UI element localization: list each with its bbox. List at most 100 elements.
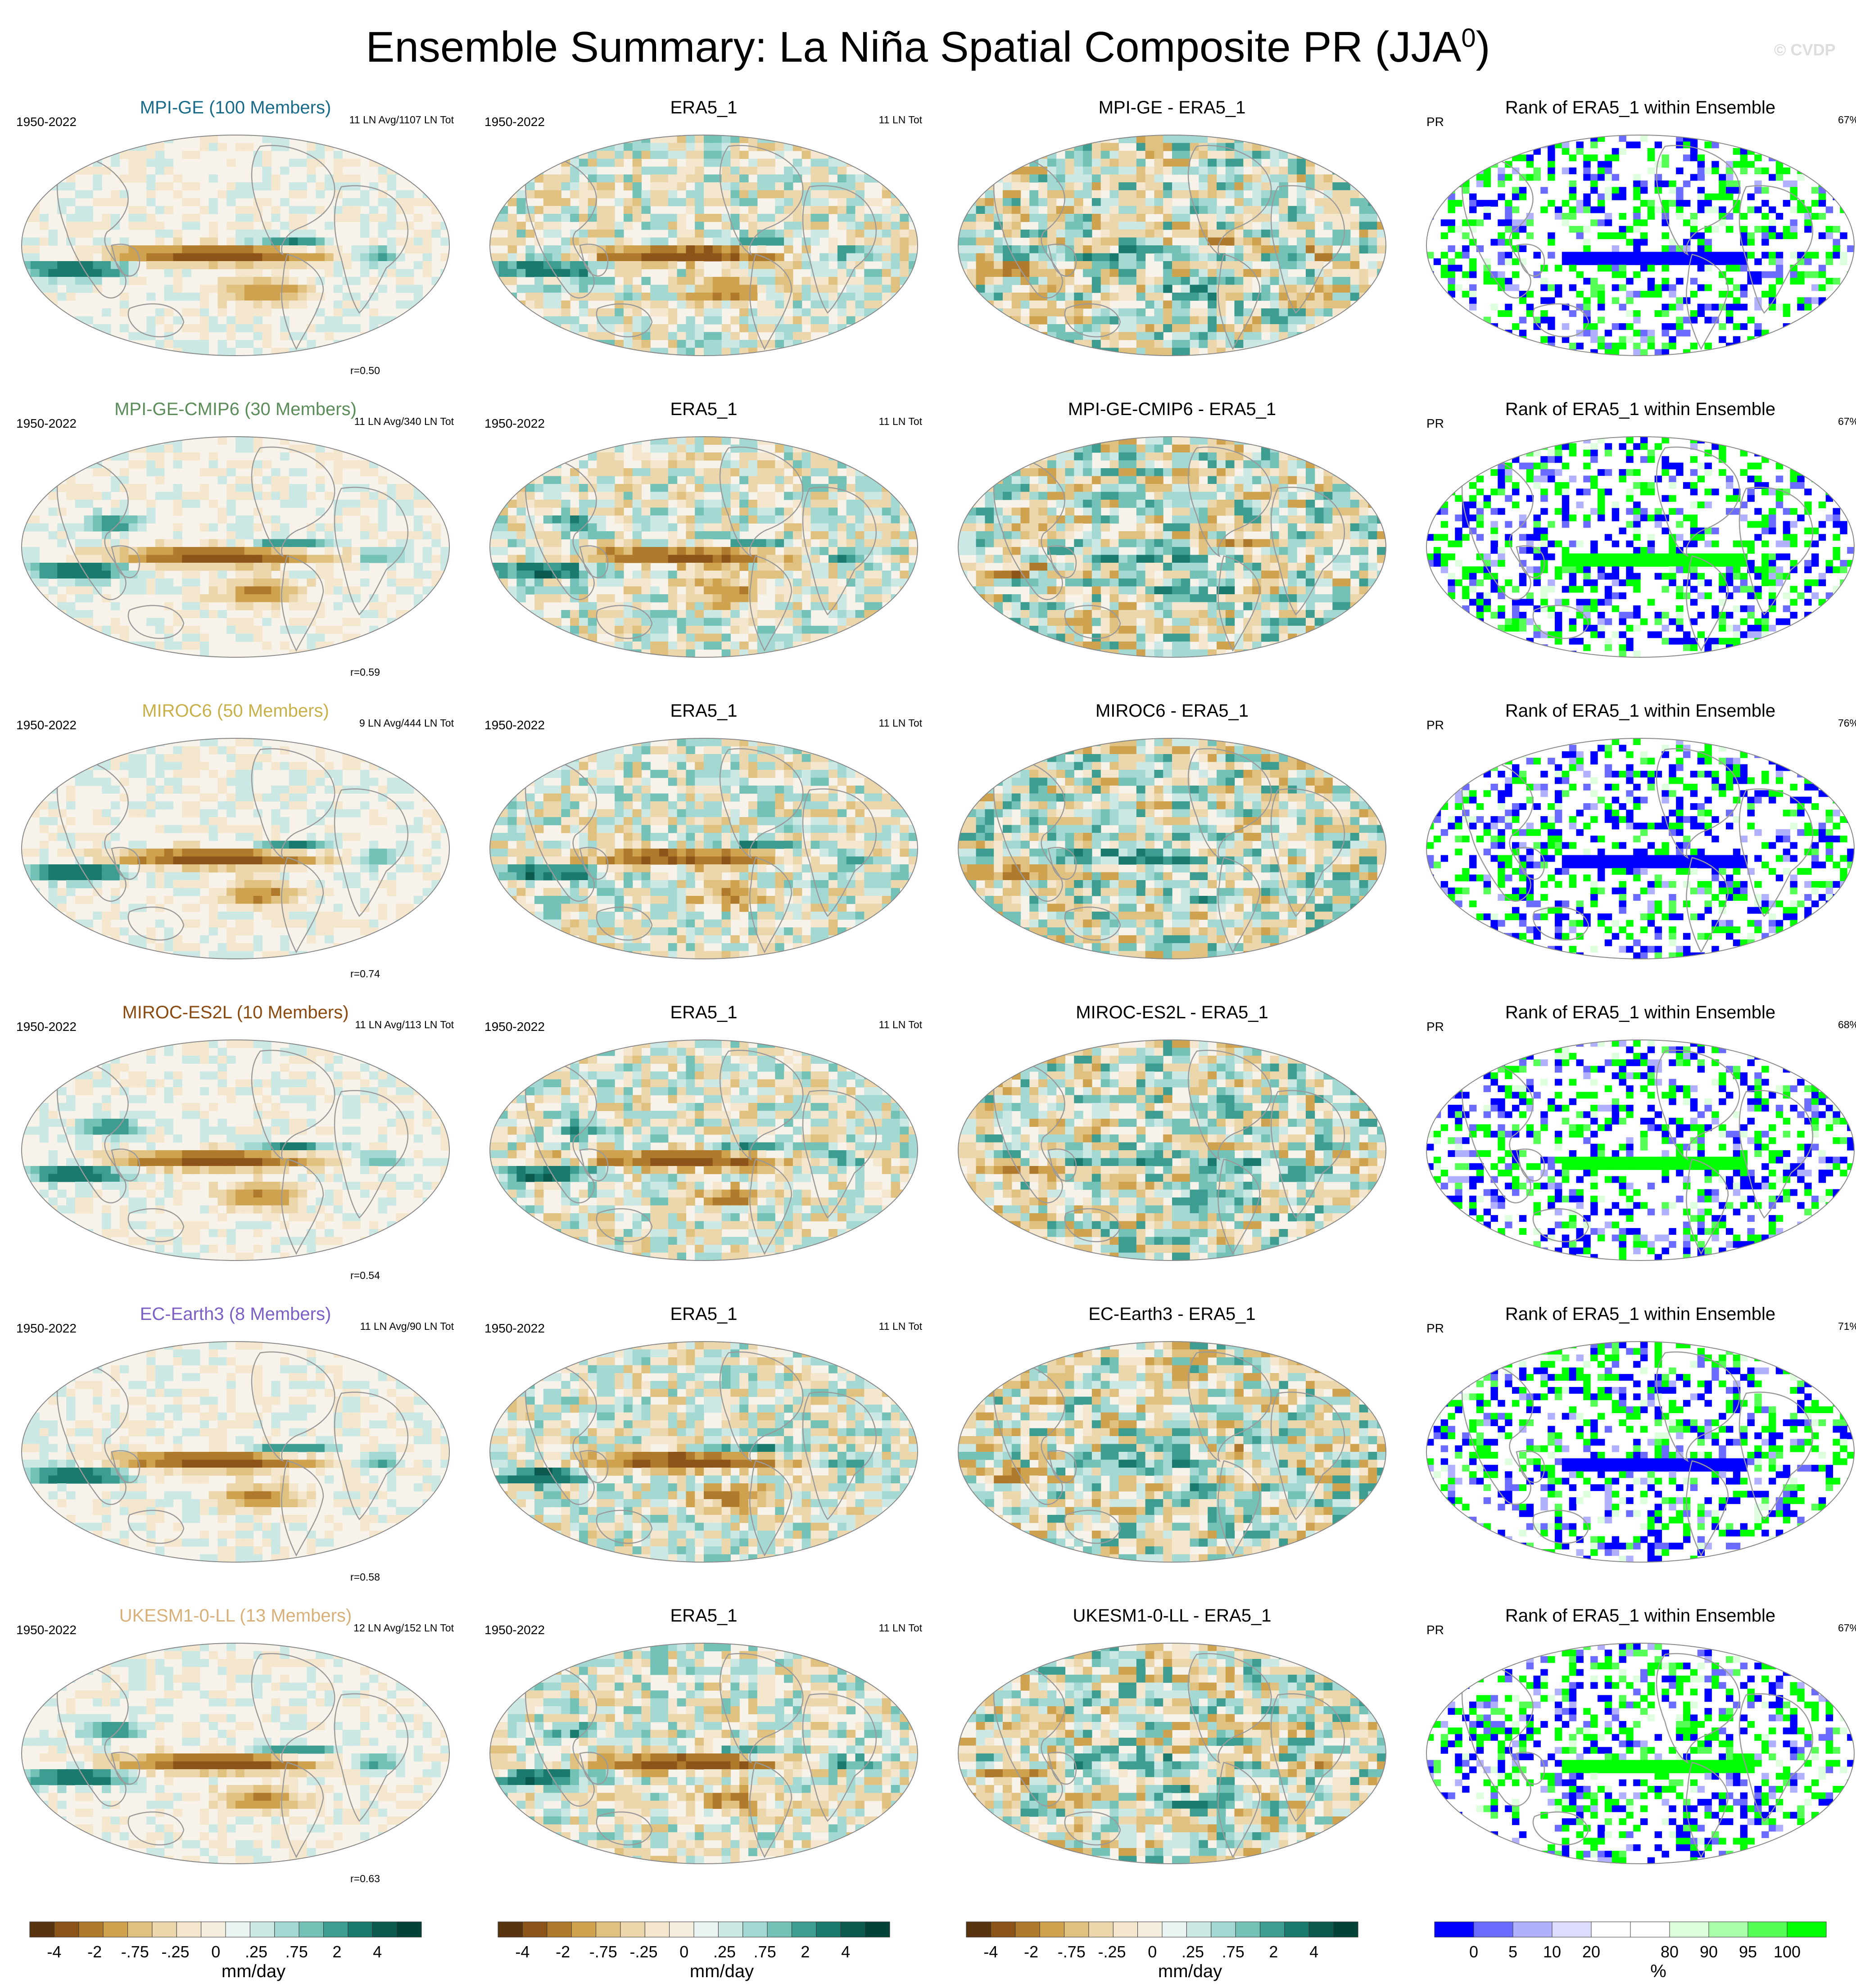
map-cell [1323,269,1333,277]
map-cell [1305,151,1315,159]
map-cell [1020,230,1030,238]
map-cell [307,531,316,540]
map-cell [597,230,606,238]
map-cell [1804,303,1812,311]
map-cell [516,206,526,214]
map-cell [739,316,749,325]
map-cell [882,285,892,293]
map-cell [271,523,281,532]
map-cell [30,253,40,262]
map-cell [1368,214,1377,222]
map-cell [1127,221,1137,230]
map-cell [1626,297,1634,304]
map-cell [1136,340,1146,348]
map-cell [570,316,579,325]
map-cell [1726,180,1734,187]
map-cell [360,468,370,477]
map-cell [271,594,281,603]
map-cell [1612,252,1620,259]
map-cell [1519,349,1527,356]
map-cell [1790,180,1797,187]
map-cell [1754,154,1762,162]
map-cell [30,324,40,333]
map-cell [784,324,793,333]
map-cell [1118,151,1128,159]
map-cell [1341,324,1351,333]
map-cell [1769,206,1776,213]
map-cell [1540,206,1548,213]
map-cell [1783,226,1791,233]
map-cell [543,277,553,285]
map-cell [668,174,678,183]
map-cell [507,348,517,356]
map-cell [721,277,731,285]
map-cell [1505,206,1512,213]
map-cell [1279,237,1288,246]
map-cell [1136,143,1146,151]
map-cell [1498,349,1505,356]
map-cell [1619,265,1626,272]
map-cell [784,237,793,246]
map-cell [1569,310,1577,317]
map-cell [1469,290,1477,298]
map-cell [686,158,695,167]
map-cell [561,610,570,619]
map-cell [387,253,396,262]
map-cell [1811,187,1819,194]
map-cell [855,293,865,301]
map-cell [543,206,553,214]
map-cell [208,570,218,579]
map-cell [1583,303,1591,311]
map-cell [1426,343,1434,350]
map-cell [534,500,544,508]
map-cell [333,626,343,634]
map-cell [855,182,865,191]
map-cell [22,476,31,484]
map-cell [422,492,432,500]
map-cell [1332,237,1342,246]
map-cell [253,602,263,610]
map-cell [1654,161,1662,168]
map-cell [387,626,396,634]
map-cell [271,610,281,619]
map-cell [271,348,281,356]
map-cell [632,174,642,183]
map-cell [1647,278,1655,285]
map-cell [1775,258,1784,265]
map-cell [1297,230,1306,238]
map-cell [828,245,838,254]
map-cell [1038,135,1048,144]
map-cell [677,269,686,277]
map-cell [1676,323,1684,330]
map-cell [307,253,316,262]
map-cell [110,198,120,207]
map-cell [1332,143,1342,151]
map-cell [1754,167,1762,175]
map-cell [378,151,388,159]
map-cell [1091,198,1101,207]
map-cell [958,293,968,301]
map-cell [48,261,58,270]
map-cell [570,348,579,356]
map-cell [1647,258,1655,265]
map-cell [534,332,544,340]
map-cell [369,253,379,262]
map-cell [909,230,918,238]
map-cell [93,221,102,230]
map-cell [262,308,272,317]
map-cell [498,610,508,619]
map-cell [507,198,517,207]
map-cell [22,570,31,579]
map-cell [1234,277,1244,285]
map-cell [552,221,561,230]
map-cell [1038,308,1048,317]
map-cell [48,570,58,579]
map-cell [137,206,147,214]
map-cell [30,237,40,246]
map-cell [801,237,811,246]
map-cell [333,602,343,610]
map-cell [721,332,731,340]
map-cell [909,332,918,340]
map-cell [253,316,263,325]
map-cell [1519,154,1527,162]
